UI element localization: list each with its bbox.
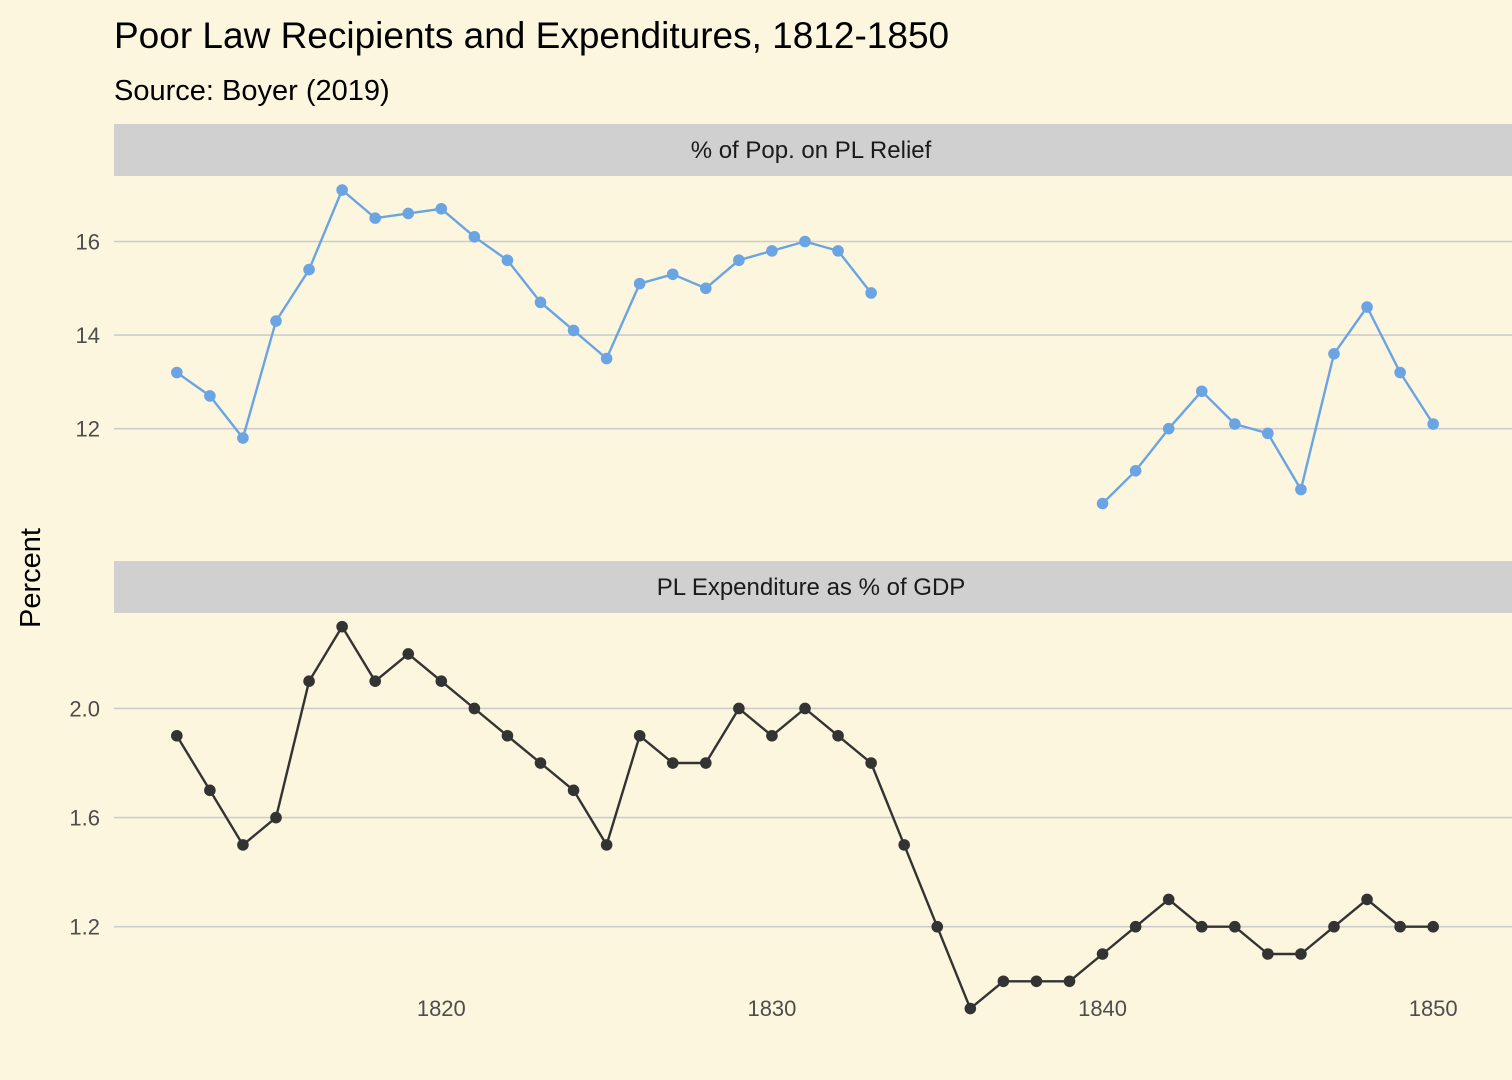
series-line [176, 188, 873, 440]
data-point [567, 324, 580, 337]
panel-strip-label: % of Pop. on PL Relief [691, 137, 932, 164]
panel-1: % of Pop. on PL Relief 12 14 16 [76, 124, 1512, 510]
data-point [733, 702, 745, 715]
data-point [666, 268, 679, 281]
data-point [832, 729, 844, 742]
data-point [1262, 948, 1274, 960]
data-point [435, 202, 448, 215]
y-tick-label: 1.2 [69, 915, 100, 940]
data-point [1162, 422, 1175, 435]
data-point [600, 352, 613, 365]
panel-2: PL Expenditure as % of GDP 1.2 1.6 2.0 [69, 561, 1512, 1015]
panel-strip [114, 124, 1512, 176]
data-point [1162, 893, 1175, 906]
data-point [799, 235, 811, 248]
data-point [1030, 975, 1043, 988]
data-point [1129, 920, 1142, 933]
data-point [204, 784, 216, 797]
data-point [1328, 348, 1340, 360]
data-point [700, 757, 712, 769]
panels: % of Pop. on PL Relief 12 14 16 PL Expenditu… [69, 124, 1512, 1015]
data-point [1295, 948, 1307, 960]
data-point [534, 757, 547, 769]
series-line [1101, 305, 1435, 505]
data-point [1295, 483, 1307, 496]
data-point [766, 729, 778, 742]
panel-strip [114, 561, 1512, 613]
data-point [468, 702, 481, 715]
data-point [336, 184, 348, 196]
data-point [1195, 385, 1208, 398]
x-tick-label: 1840 [1078, 996, 1127, 1021]
data-point [204, 390, 216, 402]
data-point [468, 231, 481, 243]
data-point [1195, 920, 1208, 933]
data-point [1262, 427, 1274, 440]
data-point [303, 263, 315, 276]
data-point [402, 648, 415, 660]
data-point [666, 757, 679, 769]
data-point [501, 254, 514, 267]
y-tick-label: 1.6 [69, 806, 100, 831]
data-point [633, 729, 646, 742]
panel-strip-label: PL Expenditure as % of GDP [657, 574, 966, 601]
data-point [171, 729, 183, 742]
data-point [799, 702, 811, 715]
data-point [700, 282, 712, 295]
data-point [534, 296, 547, 309]
data-point [633, 277, 646, 290]
data-point [1328, 920, 1340, 933]
data-point [1361, 301, 1373, 313]
data-point [1229, 920, 1241, 933]
data-point [1394, 366, 1406, 379]
data-point [931, 920, 944, 933]
data-point [766, 245, 778, 257]
x-tick-label: 1820 [417, 996, 466, 1021]
data-point [1096, 497, 1109, 510]
data-point [832, 245, 844, 257]
data-point [1361, 893, 1373, 906]
data-point [898, 839, 910, 851]
data-point [1427, 418, 1439, 430]
x-tick-label: 1830 [747, 996, 796, 1021]
data-point [369, 675, 381, 687]
data-point [435, 675, 448, 687]
data-point [336, 620, 348, 633]
y-tick-label: 14 [76, 323, 100, 348]
chart-subtitle: Source: Boyer (2019) [114, 75, 390, 107]
data-point [567, 784, 580, 797]
data-point [865, 287, 877, 299]
data-point [1229, 418, 1241, 430]
x-tick-label: 1850 [1409, 996, 1458, 1021]
data-point [1129, 464, 1142, 477]
data-point [270, 811, 282, 824]
x-axis: 1820 1830 1840 1850 [417, 996, 1458, 1021]
data-point [501, 729, 514, 742]
data-point [237, 839, 249, 851]
data-point [997, 975, 1010, 988]
data-point [1063, 975, 1076, 988]
y-tick-label: 2.0 [69, 696, 100, 721]
chart-title: Poor Law Recipients and Expenditures, 18… [114, 15, 949, 56]
data-point [270, 315, 282, 327]
data-point [600, 839, 613, 851]
data-point [733, 254, 745, 267]
y-axis-label: Percent [15, 528, 47, 628]
data-point [171, 366, 183, 379]
data-point [865, 757, 877, 769]
data-point [964, 1002, 977, 1015]
data-point [303, 675, 315, 687]
data-point [1096, 948, 1109, 960]
data-point [369, 212, 381, 224]
data-point [402, 207, 415, 220]
data-point [1427, 920, 1439, 933]
data-point [1394, 920, 1406, 933]
data-point [237, 432, 249, 444]
y-tick-label: 12 [76, 417, 100, 442]
y-tick-label: 16 [76, 230, 100, 255]
